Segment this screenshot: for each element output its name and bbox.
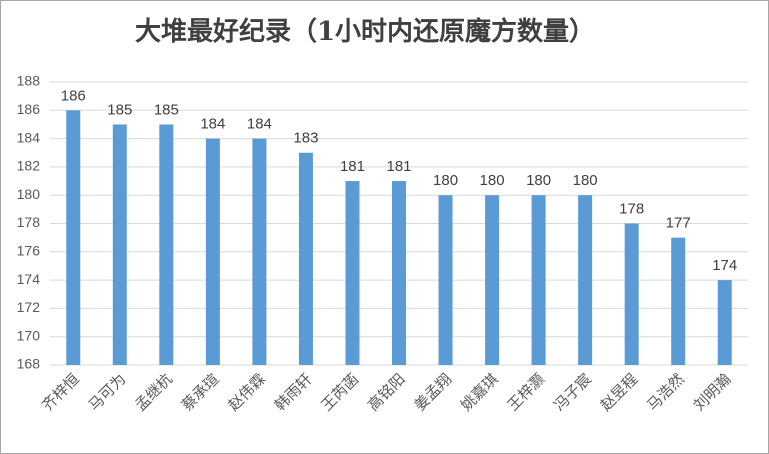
bar (345, 181, 360, 365)
data-label: 178 (619, 200, 644, 217)
y-tick-label: 184 (17, 129, 41, 145)
y-tick-label: 188 (17, 73, 41, 89)
bar (671, 237, 686, 365)
y-tick-label: 180 (17, 186, 41, 202)
y-tick-label: 172 (17, 299, 41, 315)
y-tick-label: 174 (17, 271, 41, 287)
data-label: 180 (433, 172, 458, 189)
y-tick-label: 182 (17, 158, 41, 174)
data-label: 180 (526, 172, 551, 189)
bar (66, 110, 81, 365)
bar (531, 195, 546, 365)
bar (252, 138, 267, 365)
bar (485, 195, 500, 365)
data-label: 184 (247, 116, 272, 133)
data-label: 180 (573, 172, 598, 189)
bar (392, 181, 406, 365)
data-label: 181 (386, 158, 411, 175)
data-label: 180 (480, 172, 505, 189)
y-tick-label: 178 (17, 214, 41, 230)
data-label: 183 (293, 130, 318, 147)
data-label: 177 (666, 215, 691, 232)
bar (624, 223, 639, 365)
bar (717, 280, 732, 365)
data-label: 181 (340, 158, 365, 175)
y-tick-label: 170 (17, 327, 41, 343)
chart-title: 大堆最好纪录（1小时内还原魔方数量） (135, 16, 595, 47)
y-tick-label: 176 (17, 243, 41, 259)
bar (205, 138, 220, 365)
data-label: 174 (712, 257, 737, 274)
bar (112, 124, 127, 365)
bar (438, 195, 453, 365)
data-label: 186 (61, 87, 86, 104)
bar (159, 124, 174, 365)
data-label: 184 (200, 116, 225, 133)
y-tick-label: 168 (17, 356, 41, 372)
data-label: 185 (154, 101, 179, 118)
bar (578, 195, 593, 365)
y-tick-label: 186 (17, 101, 41, 117)
bar (298, 152, 313, 365)
data-label: 185 (107, 101, 132, 118)
